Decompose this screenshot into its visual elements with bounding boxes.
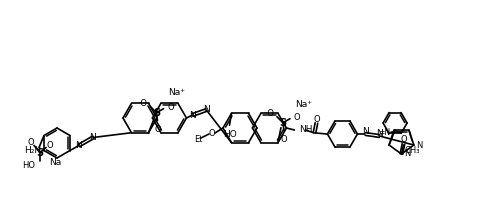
Text: S: S — [153, 108, 160, 118]
Text: Et: Et — [194, 135, 202, 144]
Text: N: N — [203, 105, 210, 115]
Text: N: N — [89, 133, 96, 142]
Text: HO: HO — [223, 130, 237, 139]
Text: NH: NH — [300, 125, 313, 134]
Text: O: O — [281, 135, 287, 144]
Text: CH₃: CH₃ — [405, 147, 420, 155]
Text: H₂N: H₂N — [24, 146, 41, 155]
Text: O: O — [400, 135, 407, 144]
Text: =N: =N — [379, 128, 391, 137]
Text: ⁻O: ⁻O — [263, 109, 274, 118]
Text: N: N — [416, 141, 422, 150]
Text: O: O — [167, 103, 174, 112]
Text: Na: Na — [49, 158, 61, 167]
Text: N: N — [189, 111, 196, 119]
Text: HO: HO — [22, 161, 35, 170]
Text: N: N — [376, 128, 383, 138]
Text: S: S — [36, 147, 44, 157]
Text: N: N — [405, 150, 411, 158]
Text: N: N — [76, 141, 83, 150]
Text: S: S — [279, 118, 286, 128]
Text: ⁻O: ⁻O — [137, 99, 148, 108]
Text: N: N — [362, 127, 369, 135]
Text: O: O — [313, 115, 320, 124]
Text: O: O — [294, 113, 301, 122]
Text: Na⁺: Na⁺ — [295, 100, 312, 109]
Text: O: O — [209, 130, 215, 138]
Text: O: O — [47, 141, 53, 150]
Text: Na⁺: Na⁺ — [168, 88, 185, 97]
Text: O: O — [28, 138, 34, 147]
Text: O: O — [154, 125, 161, 134]
